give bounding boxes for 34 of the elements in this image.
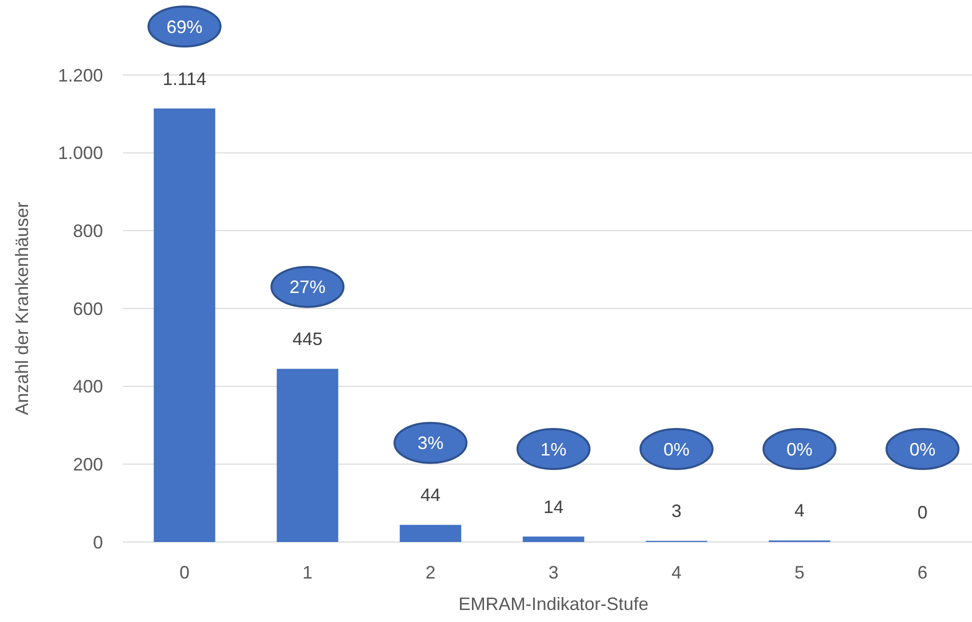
data-label: 44 <box>420 485 441 506</box>
x-axis-title: EMRAM-Indikator-Stufe <box>458 594 649 614</box>
y-tick-label: 200 <box>72 454 103 474</box>
text: 69% <box>166 16 203 37</box>
bar <box>276 368 338 542</box>
y-tick-label: 400 <box>72 376 103 397</box>
annotation: 0% <box>786 439 813 460</box>
y-tick-label: 800 <box>72 220 103 241</box>
x-tick-label: 2 <box>425 562 436 582</box>
x-tick-label: 5 <box>794 562 805 582</box>
data-label: 0 <box>917 502 928 522</box>
x-tick-label: 4 <box>671 562 682 582</box>
bar <box>400 524 462 542</box>
x-tick-label: 6 <box>917 562 928 582</box>
data-label: 445 <box>292 329 323 350</box>
annotation: 0% <box>663 439 690 460</box>
y-tick-label: 0 <box>92 532 103 552</box>
annotation: 1% <box>540 439 567 460</box>
annotation: 0% <box>909 439 936 460</box>
y-tick-label: 1.200 <box>58 65 103 86</box>
bar <box>522 536 584 542</box>
data-label: 4 <box>794 500 805 521</box>
data-label: 1.114 <box>162 68 206 89</box>
annotation: 27% <box>289 277 326 298</box>
y-axis-title: Anzahl der Krankenhäuser <box>12 202 32 416</box>
data-label: 3 <box>671 501 682 522</box>
annotation: 3% <box>417 433 444 454</box>
bar <box>154 108 216 542</box>
x-tick-label: 0 <box>179 562 190 582</box>
x-tick-label: 1 <box>302 562 313 582</box>
y-tick-label: 1.000 <box>58 143 103 164</box>
data-label: 14 <box>543 496 564 517</box>
x-tick-label: 3 <box>548 562 559 582</box>
y-tick-label: 600 <box>72 298 103 319</box>
